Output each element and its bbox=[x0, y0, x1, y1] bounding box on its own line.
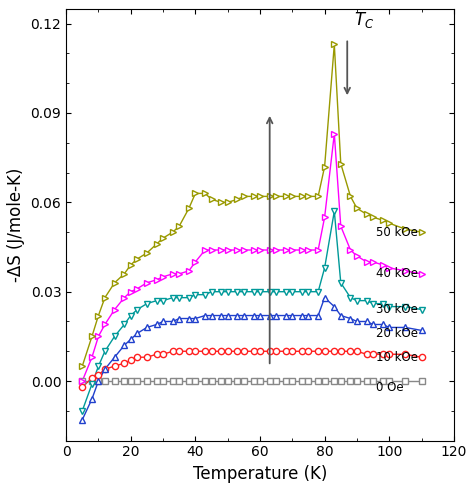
Text: 50 kOe: 50 kOe bbox=[376, 225, 418, 239]
Y-axis label: -ΔS (J/mole-K): -ΔS (J/mole-K) bbox=[7, 168, 25, 282]
Text: 20 kOe: 20 kOe bbox=[376, 327, 419, 340]
Text: 30 kOe: 30 kOe bbox=[376, 303, 418, 316]
X-axis label: Temperature (K): Temperature (K) bbox=[193, 465, 327, 483]
Text: 10 kOe: 10 kOe bbox=[376, 351, 419, 364]
Text: 40 kOe: 40 kOe bbox=[376, 268, 419, 280]
Text: $T_C$: $T_C$ bbox=[354, 10, 374, 29]
Text: 0 Oe: 0 Oe bbox=[376, 381, 404, 393]
